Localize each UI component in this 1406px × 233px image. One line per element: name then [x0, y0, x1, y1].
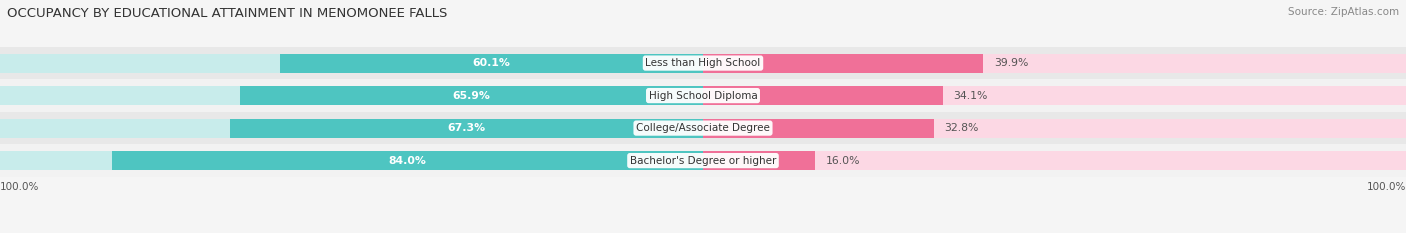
Text: College/Associate Degree: College/Associate Degree	[636, 123, 770, 133]
Text: 34.1%: 34.1%	[953, 91, 987, 101]
Text: Source: ZipAtlas.com: Source: ZipAtlas.com	[1288, 7, 1399, 17]
Bar	[703, 86, 1406, 105]
Bar	[703, 119, 1406, 137]
Bar	[231, 119, 703, 137]
Bar	[703, 151, 815, 170]
Text: Bachelor's Degree or higher: Bachelor's Degree or higher	[630, 156, 776, 166]
Bar	[0, 54, 703, 72]
Text: 84.0%: 84.0%	[389, 156, 426, 166]
Text: 39.9%: 39.9%	[994, 58, 1028, 68]
Text: 67.3%: 67.3%	[447, 123, 485, 133]
Text: Less than High School: Less than High School	[645, 58, 761, 68]
Bar	[0, 151, 703, 170]
Bar	[280, 54, 703, 72]
Text: OCCUPANCY BY EDUCATIONAL ATTAINMENT IN MENOMONEE FALLS: OCCUPANCY BY EDUCATIONAL ATTAINMENT IN M…	[7, 7, 447, 20]
Text: 100.0%: 100.0%	[1367, 182, 1406, 192]
Bar	[703, 86, 942, 105]
Bar	[0, 119, 703, 137]
Text: 100.0%: 100.0%	[0, 182, 39, 192]
Bar	[0, 47, 1406, 79]
Text: High School Diploma: High School Diploma	[648, 91, 758, 101]
Text: 65.9%: 65.9%	[453, 91, 491, 101]
Bar	[0, 112, 1406, 144]
Bar	[112, 151, 703, 170]
Bar	[239, 86, 703, 105]
Bar	[703, 54, 1406, 72]
Text: 32.8%: 32.8%	[945, 123, 979, 133]
Bar	[703, 119, 934, 137]
Text: 16.0%: 16.0%	[827, 156, 860, 166]
Bar	[0, 86, 703, 105]
Text: 60.1%: 60.1%	[472, 58, 510, 68]
Bar	[0, 144, 1406, 177]
Bar	[703, 54, 984, 72]
Bar	[0, 79, 1406, 112]
Bar	[703, 151, 1406, 170]
